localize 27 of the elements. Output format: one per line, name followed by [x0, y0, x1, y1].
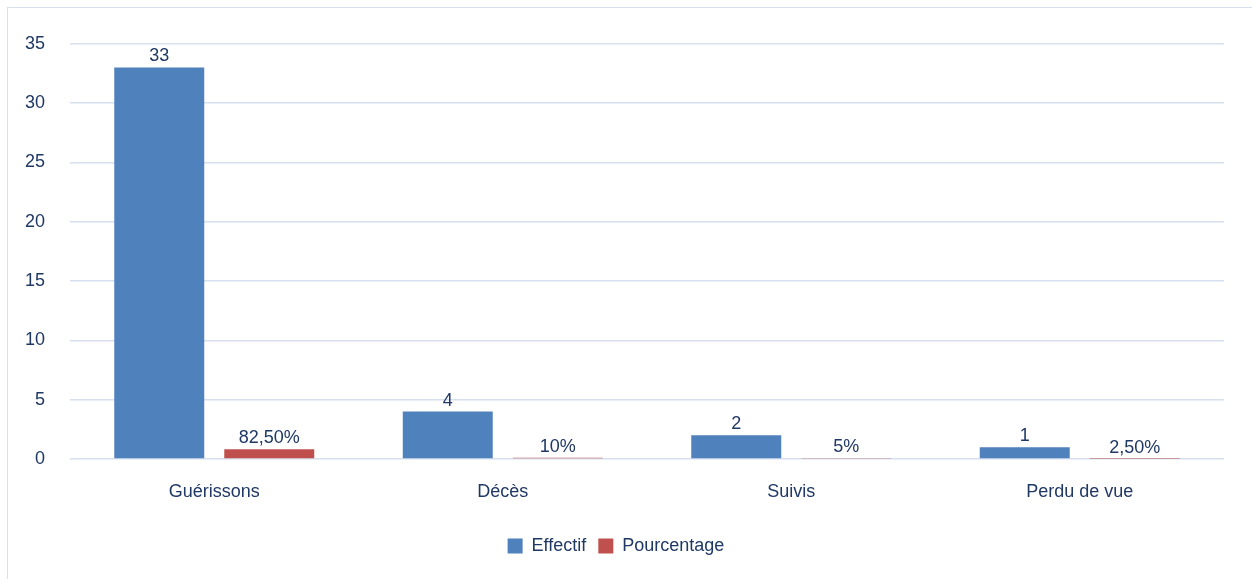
y-tick-label: 0 [34, 447, 45, 468]
y-tick-label: 35 [24, 32, 45, 53]
x-tick-label: Perdu de vue [1026, 480, 1134, 501]
bar [402, 411, 493, 459]
y-tick-label: 5 [34, 388, 45, 409]
y-tick-label: 20 [24, 210, 45, 231]
y-tick-label: 10 [24, 329, 45, 350]
data-label: 5% [833, 436, 860, 457]
x-tick-label: Guérissons [168, 480, 260, 501]
data-label: 4 [442, 389, 453, 410]
x-tick-label: Suivis [767, 480, 816, 501]
bar [691, 435, 782, 459]
data-label: 2,50% [1109, 436, 1161, 457]
y-tick-label: 25 [24, 151, 45, 172]
legend-label: Pourcentage [622, 534, 725, 555]
data-label: 82,50% [238, 427, 300, 448]
y-tick-label: 30 [24, 92, 45, 113]
data-label: 10% [539, 435, 576, 456]
bar [979, 447, 1070, 459]
data-label: 2 [731, 413, 742, 434]
bar [114, 67, 205, 459]
y-tick-label: 15 [24, 270, 45, 291]
legend-label: Effectif [531, 534, 588, 555]
data-label: 1 [1019, 425, 1030, 446]
bar [224, 449, 315, 459]
x-tick-label: Décès [477, 480, 529, 501]
data-label: 33 [149, 45, 170, 66]
